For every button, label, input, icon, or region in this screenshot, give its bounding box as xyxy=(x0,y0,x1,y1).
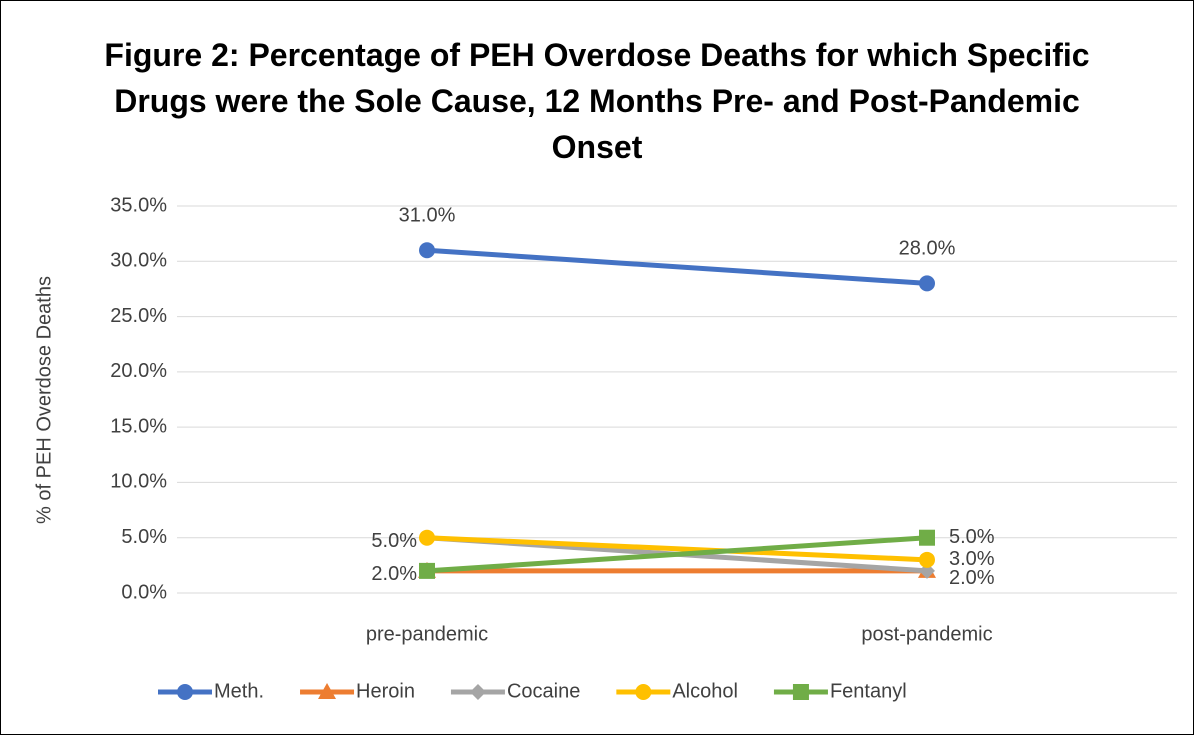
data-label: 28.0% xyxy=(899,238,956,260)
marker xyxy=(919,562,935,579)
y-tick-label: 25.0% xyxy=(110,305,167,327)
x-tick-label: pre-pandemic xyxy=(366,623,488,645)
legend-item: Heroin xyxy=(300,680,415,702)
y-tick-label: 15.0% xyxy=(110,415,167,437)
y-axis-label: % of PEH Overdose Deaths xyxy=(33,276,55,524)
chart-title: Figure 2: Percentage of PEH Overdose Dea… xyxy=(104,37,1090,165)
series-line xyxy=(426,535,928,563)
legend-label: Alcohol xyxy=(672,680,738,702)
series-line xyxy=(426,247,928,286)
legend-label: Cocaine xyxy=(507,680,580,702)
marker xyxy=(469,684,486,700)
y-tick-label: 0.0% xyxy=(121,581,167,603)
data-label: 31.0% xyxy=(399,205,456,227)
data-label: 2.0% xyxy=(371,563,417,585)
data-label: 5.0% xyxy=(371,530,417,552)
y-tick-label: 10.0% xyxy=(110,471,167,493)
y-tick-label: 5.0% xyxy=(121,526,167,548)
legend-item: Fentanyl xyxy=(773,680,907,702)
legend-item: Cocaine xyxy=(450,680,580,702)
legend-item: Meth. xyxy=(158,680,264,702)
marker xyxy=(635,684,652,700)
marker xyxy=(419,562,435,579)
marker xyxy=(919,529,935,546)
legend-label: Meth. xyxy=(214,680,264,702)
marker xyxy=(318,683,337,699)
legend-label: Heroin xyxy=(356,680,415,702)
data-label: 3.0% xyxy=(949,548,995,570)
data-label: 5.0% xyxy=(949,526,995,548)
x-tick-label: post-pandemic xyxy=(861,623,992,645)
y-tick-label: 35.0% xyxy=(110,194,167,216)
legend-item: Alcohol xyxy=(616,680,738,702)
y-tick-label: 20.0% xyxy=(110,360,167,382)
data-label: 2.0% xyxy=(949,567,995,589)
marker xyxy=(919,551,935,568)
series-line xyxy=(426,535,928,574)
legend-label: Fentanyl xyxy=(830,680,907,702)
marker xyxy=(177,684,193,700)
marker xyxy=(419,529,435,546)
marker xyxy=(792,684,809,700)
y-tick-label: 30.0% xyxy=(110,250,167,272)
marker xyxy=(919,275,935,292)
marker xyxy=(419,242,435,259)
legend: Meth. Heroin Cocaine Alcohol Fentanyl xyxy=(158,680,907,702)
